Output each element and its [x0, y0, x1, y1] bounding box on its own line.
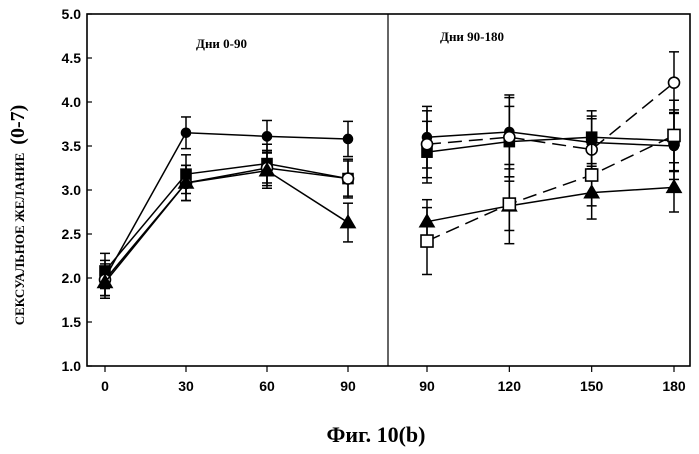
y-tick-label: 2.5 — [62, 226, 82, 242]
series-square-open — [421, 100, 680, 274]
y-axis-label-text: СЕКСУАЛЬНОЕ ЖЕЛАНИЕ — [12, 153, 27, 326]
panel-title-left: Дни 0-90 — [196, 36, 247, 51]
open-circle-marker — [422, 139, 433, 150]
x-tick-label: 60 — [259, 378, 275, 394]
x-tick-label: 90 — [419, 378, 435, 394]
filled-circle-marker — [344, 134, 353, 143]
panel-title-right: Дни 90-180 — [440, 29, 504, 44]
figure-caption: Фиг. 10(b) — [327, 422, 426, 447]
filled-triangle-marker — [341, 216, 355, 228]
y-tick-label: 4.0 — [62, 94, 82, 110]
series-circle-filled — [422, 95, 679, 179]
x-tick-label: 0 — [101, 378, 109, 394]
series-line — [427, 135, 674, 241]
y-axis-label: СЕКСУАЛЬНОЕ ЖЕЛАНИЕ (0-7) — [7, 105, 29, 326]
y-axis-label-group: СЕКСУАЛЬНОЕ ЖЕЛАНИЕ (0-7) — [7, 105, 29, 326]
series-line — [105, 168, 348, 280]
series-square-filled — [100, 144, 353, 288]
y-tick-label: 1.5 — [62, 314, 82, 330]
filled-triangle-marker — [667, 180, 681, 192]
y-tick-label: 5.0 — [62, 6, 82, 22]
series-triangle-filled — [420, 163, 681, 244]
series-line — [427, 187, 674, 221]
plot-frame — [87, 14, 690, 366]
series-circle-open — [422, 52, 680, 180]
x-tick-label: 120 — [498, 378, 522, 394]
open-square-marker — [503, 198, 515, 210]
plot-marks — [98, 52, 681, 298]
y-tick-label: 3.5 — [62, 138, 82, 154]
filled-circle-marker — [182, 128, 191, 137]
y-tick-label: 3.0 — [62, 182, 82, 198]
x-tick-label: 150 — [580, 378, 604, 394]
series-line — [105, 164, 348, 271]
open-circle-marker — [504, 132, 515, 143]
series-circle-filled — [100, 117, 353, 296]
y-tick-label: 4.5 — [62, 50, 82, 66]
y-tick-label: 1.0 — [62, 358, 82, 374]
open-square-marker — [421, 235, 433, 247]
x-tick-label: 30 — [178, 378, 194, 394]
x-tick-label: 90 — [340, 378, 356, 394]
series-line — [105, 133, 348, 278]
open-circle-marker — [343, 173, 354, 184]
open-square-marker — [586, 169, 598, 181]
filled-circle-marker — [263, 132, 272, 141]
open-square-marker — [668, 129, 680, 141]
y-tick-label: 2.0 — [62, 270, 82, 286]
x-axis: 0 30 60 90 90 120 150 180 — [101, 366, 686, 394]
open-circle-marker — [669, 77, 680, 88]
x-tick-label: 180 — [662, 378, 686, 394]
y-axis-label-range: (0-7) — [7, 105, 29, 145]
